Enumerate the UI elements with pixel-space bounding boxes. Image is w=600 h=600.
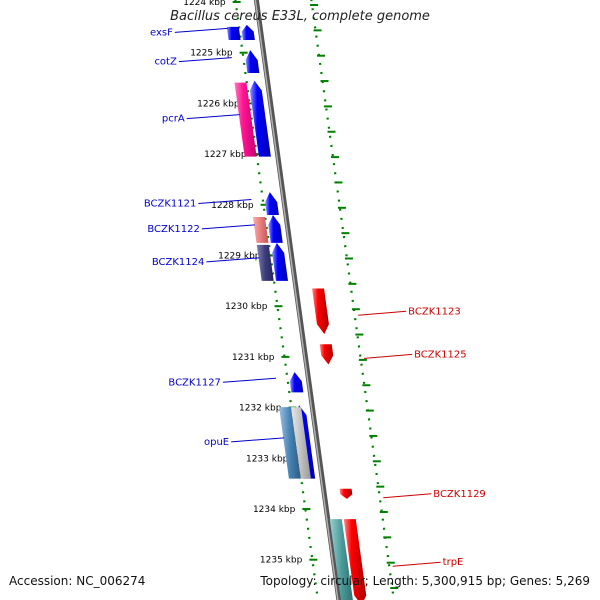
gene-features: [226, 24, 367, 600]
genome-backbone: [253, 0, 342, 600]
gene-annotation-bar-bczk1124: [256, 244, 274, 281]
gene-leader-line: [206, 257, 260, 263]
gene-arrow-cotz: [245, 50, 260, 73]
gene-leader-line: [198, 199, 252, 205]
gene-label: pcrA: [162, 114, 185, 125]
gene-leader-line: [186, 114, 240, 120]
tick-rails: [234, 0, 395, 600]
gene-label: BCZK1121: [144, 199, 197, 210]
right-tick-rail: [310, 0, 395, 600]
gene-arrow-bczk1123: [312, 288, 329, 335]
gene-annotation-bar-opue: [279, 407, 301, 479]
gene-annotation-bar-opue-2: [291, 407, 311, 479]
kbp-tick-label: 1226 kbp: [197, 99, 240, 109]
genome-title: Bacillus cereus E33L, complete genome: [170, 9, 430, 24]
gene-labels: exsF cotZ pcrA BCZK1121 BCZK1122 BCZK1124 BCZK…: [144, 27, 486, 568]
gene-label: BCZK1127: [168, 377, 221, 388]
gene-leader-line: [231, 437, 285, 443]
gene-annotation-bar-bczk1122: [252, 216, 269, 243]
gene-leader-line: [358, 310, 407, 316]
gene-annotation-bar-trpe: [329, 519, 353, 600]
gene-arrow-trpe: [343, 519, 367, 600]
gene-arrow-bczk1122: [268, 214, 283, 243]
gene-label: BCZK1122: [147, 224, 200, 235]
kbp-tick-label: 1229 kbp: [218, 252, 261, 262]
gene-label: cotZ: [154, 57, 177, 68]
gene-label: BCZK1124: [152, 257, 205, 268]
gene-leader-line: [178, 57, 232, 63]
kbp-tick-label: 1227 kbp: [204, 150, 247, 160]
gene-leader-line: [201, 224, 255, 230]
kbp-tick-label: 1231 kbp: [232, 353, 275, 363]
gene-leader-line: [383, 493, 432, 499]
left-tick-rail: [234, 0, 319, 600]
gene-label: BCZK1125: [414, 349, 467, 360]
gene-label: BCZK1129: [433, 489, 486, 500]
gene-arrow-bczk1124: [272, 242, 288, 281]
backbone-highlight: [254, 0, 339, 600]
kbp-tick-label: 1230 kbp: [225, 302, 268, 312]
gene-annotation-bar-pcra: [234, 82, 257, 157]
gene-leader-line: [174, 27, 228, 33]
gene-label: opuE: [204, 437, 229, 448]
gene-arrow-bczk1125: [319, 344, 334, 365]
gene-label: BCZK1123: [408, 306, 461, 317]
kbp-tick-label: 1224 kbp: [183, 0, 226, 8]
gene-annotation-bar-exsf: [226, 26, 241, 41]
gene-arrow-bczk1127: [289, 372, 304, 393]
kbp-tick-label: 1233 kbp: [246, 454, 289, 464]
gene-leader-line: [364, 353, 413, 359]
gene-leader-line: [222, 377, 276, 383]
accession-text: Accession: NC_006274: [9, 574, 146, 588]
kbp-tick-label: 1228 kbp: [211, 201, 254, 211]
gene-label: trpE: [443, 557, 464, 568]
gene-arrow-bczk1129: [339, 488, 353, 499]
gene-label: exsF: [150, 27, 173, 38]
kbp-tick-label: 1232 kbp: [239, 404, 282, 414]
backbone-line: [253, 0, 342, 600]
gene-leader-line: [392, 561, 441, 567]
scale-ticks: 1224 kbp 1225 kbp 1226 kbp 1227 kbp 1228 kbp…: [183, 0, 399, 590]
kbp-tick-label: 1234 kbp: [253, 505, 296, 515]
gene-arrow-bczk1121: [265, 192, 279, 215]
genome-summary-text: Topology: circular; Length: 5,300,915 bp…: [260, 574, 590, 588]
gene-arrow-exsf: [241, 24, 255, 41]
gene-arrow-pcra: [249, 80, 271, 157]
kbp-tick-label: 1235 kbp: [260, 556, 303, 566]
kbp-tick-label: 1225 kbp: [190, 49, 233, 59]
